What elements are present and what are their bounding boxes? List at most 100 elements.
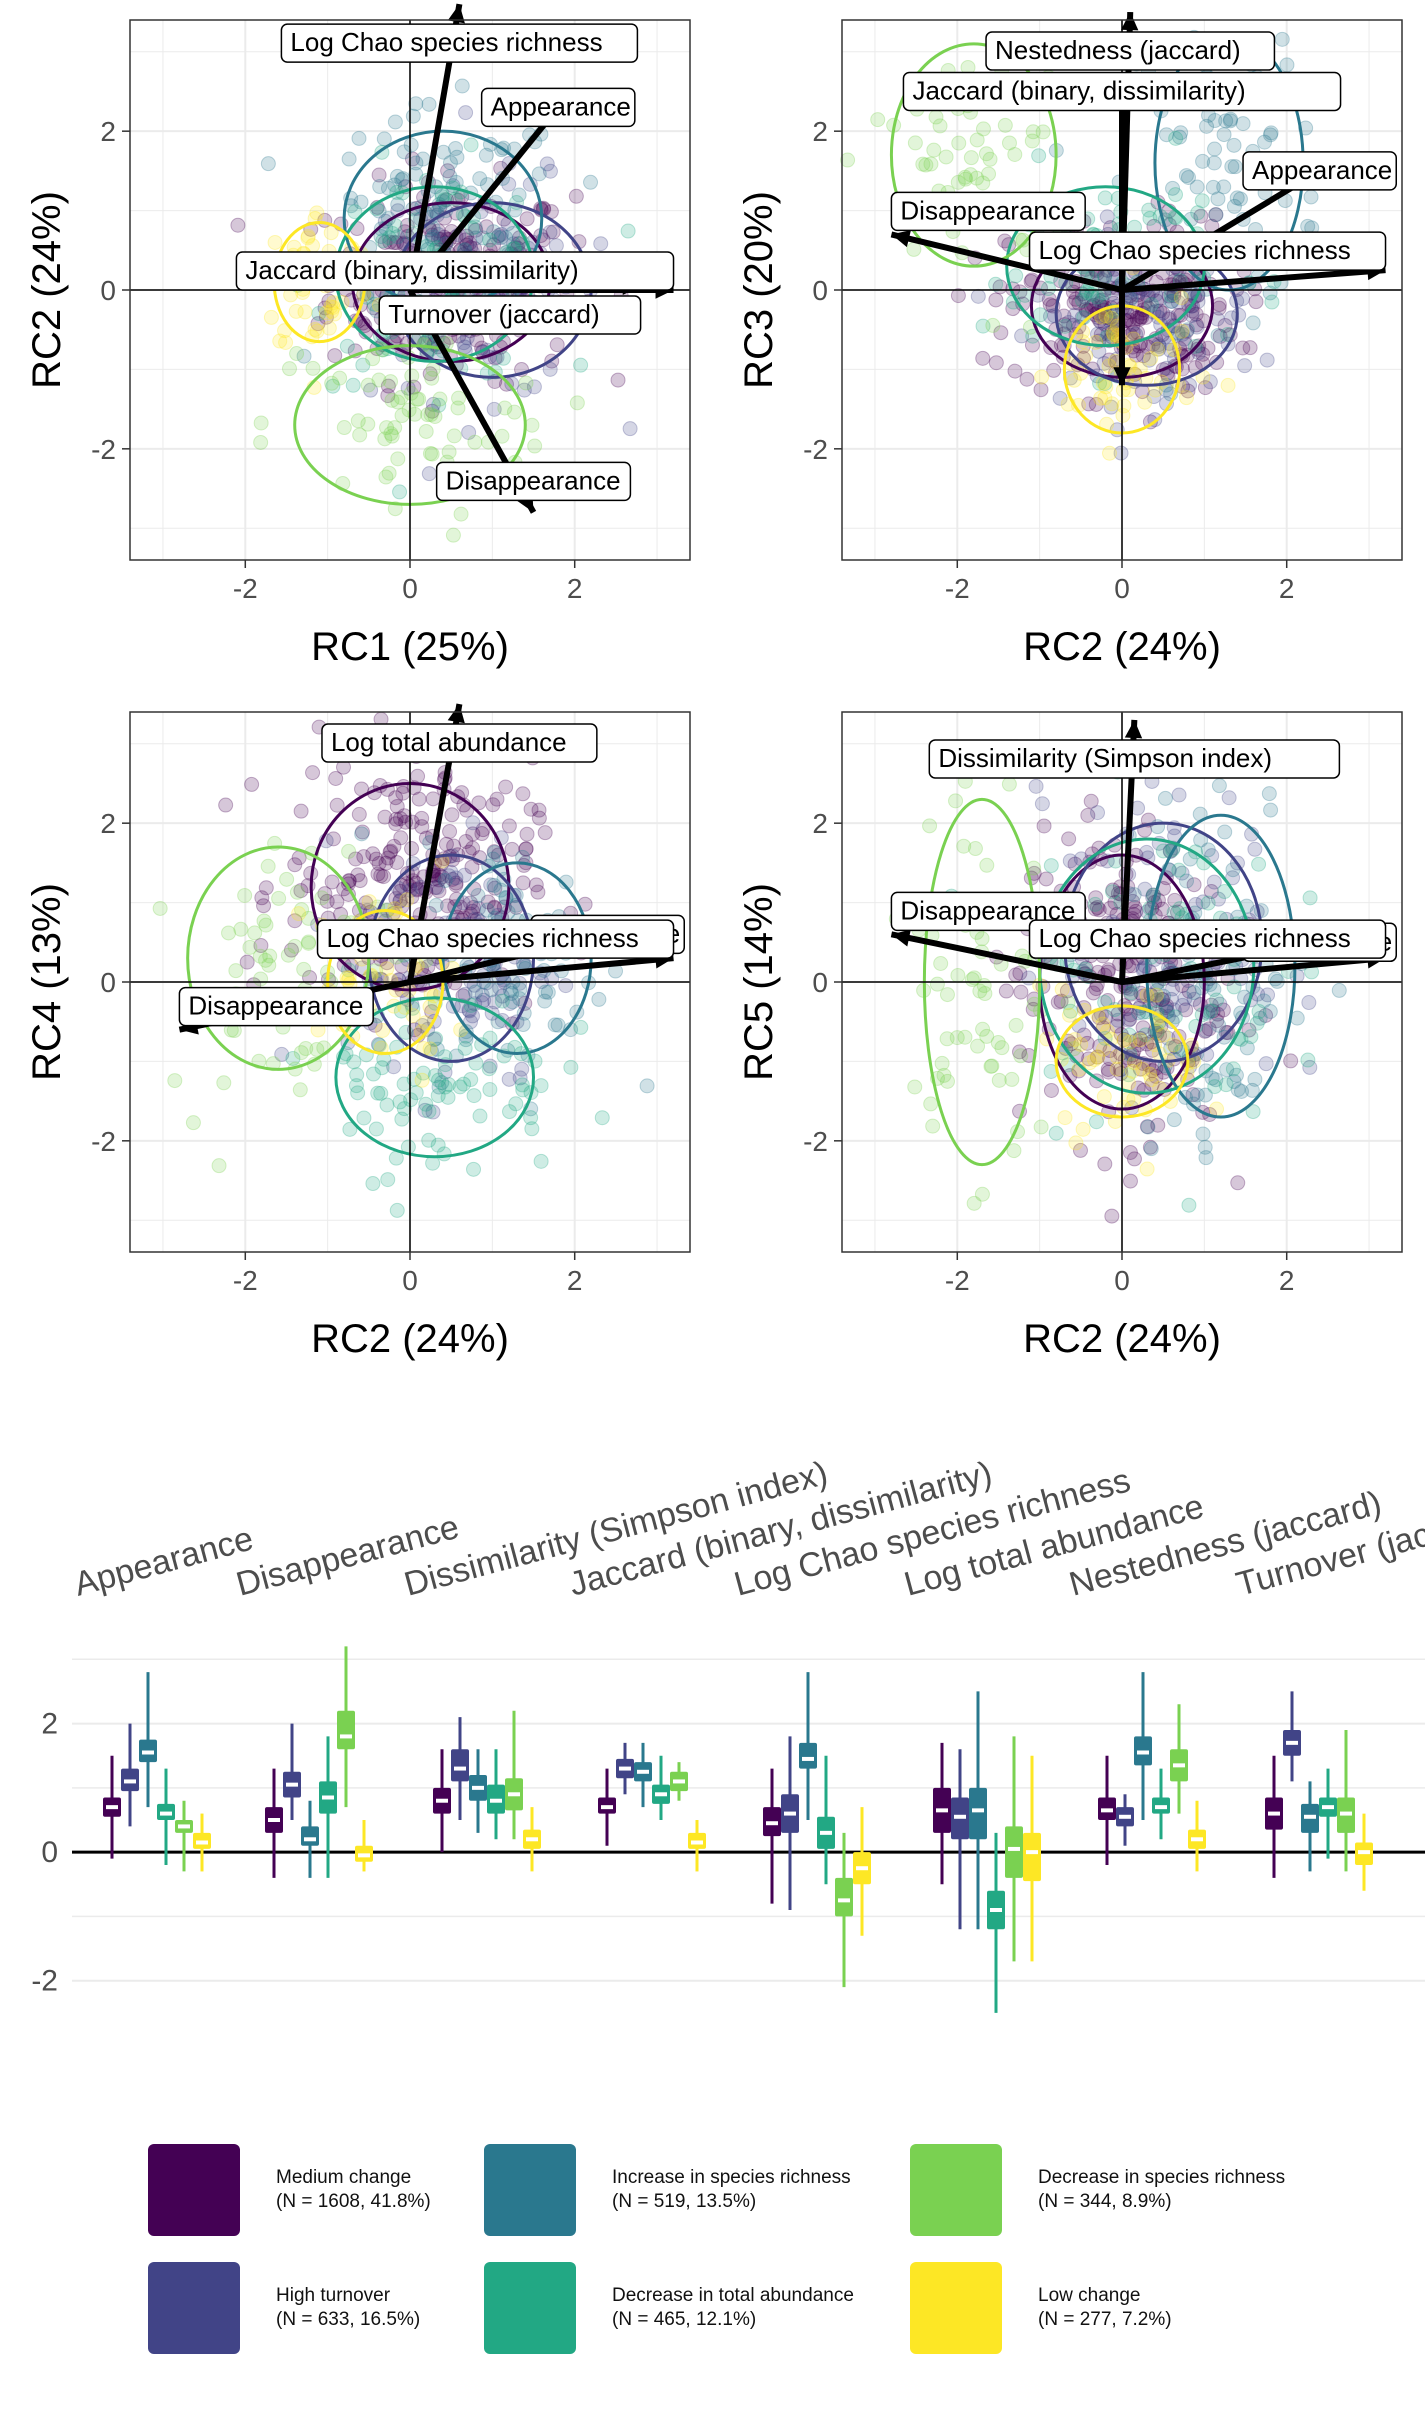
data-point xyxy=(386,235,402,251)
data-point xyxy=(458,232,474,248)
data-point xyxy=(591,991,607,1007)
data-point xyxy=(933,955,949,971)
data-point xyxy=(404,151,420,167)
data-point xyxy=(975,350,991,366)
data-point xyxy=(450,400,466,416)
data-point xyxy=(1155,305,1171,321)
data-point xyxy=(1088,1114,1104,1130)
data-point xyxy=(287,857,303,873)
data-point xyxy=(318,305,334,321)
x-tick-label: -2 xyxy=(233,573,258,604)
arrow-label: Disappearance xyxy=(890,191,1086,232)
data-point xyxy=(1132,311,1148,327)
data-point xyxy=(1104,324,1120,340)
data-point xyxy=(1124,1063,1140,1079)
data-point xyxy=(1088,981,1104,997)
data-point xyxy=(424,446,440,462)
data-point xyxy=(1283,1053,1299,1069)
data-point xyxy=(393,390,409,406)
data-point xyxy=(256,913,272,929)
data-point xyxy=(1102,314,1118,330)
data-point xyxy=(384,392,400,408)
boxplot-panel: -202AppearanceDisappearanceDissimilarity… xyxy=(31,1454,1425,2013)
data-point xyxy=(448,140,464,156)
data-point xyxy=(446,428,462,444)
arrow-label: Disappearance xyxy=(178,986,374,1027)
y-tick-label: -2 xyxy=(803,434,828,465)
data-point xyxy=(1043,1082,1059,1098)
data-point xyxy=(314,890,330,906)
x-tick-label: 2 xyxy=(1279,1265,1295,1296)
data-point xyxy=(221,925,237,941)
data-point xyxy=(442,168,458,184)
data-point xyxy=(479,219,495,235)
x-tick-label: -2 xyxy=(945,1265,970,1296)
data-point xyxy=(271,890,287,906)
data-point xyxy=(1150,309,1166,325)
data-point xyxy=(963,167,979,183)
data-point xyxy=(421,1103,437,1119)
data-point xyxy=(1198,975,1214,991)
data-point xyxy=(505,226,521,242)
data-point xyxy=(1207,141,1223,157)
data-point xyxy=(425,791,441,807)
data-point xyxy=(1217,824,1233,840)
data-point xyxy=(991,1072,1007,1088)
label-text: Log Chao species richness xyxy=(290,27,602,57)
data-point xyxy=(389,168,405,184)
data-point xyxy=(466,1161,482,1177)
data-point xyxy=(383,374,399,390)
y-tick-label: -2 xyxy=(803,1126,828,1157)
data-point xyxy=(527,438,543,454)
data-point xyxy=(1190,205,1206,221)
data-point xyxy=(399,892,415,908)
data-point xyxy=(974,931,990,947)
data-point xyxy=(1034,369,1050,385)
data-point xyxy=(970,1038,986,1054)
data-point xyxy=(1195,153,1211,169)
data-point xyxy=(278,335,294,351)
data-point xyxy=(1067,307,1083,323)
data-point xyxy=(1099,209,1115,225)
data-point xyxy=(185,1115,201,1131)
data-point xyxy=(1075,1121,1091,1137)
label-text: Turnover (jaccard) xyxy=(388,299,599,329)
data-point xyxy=(1066,295,1082,311)
data-point xyxy=(470,888,486,904)
data-point xyxy=(394,408,410,424)
data-point xyxy=(424,370,440,386)
data-point xyxy=(449,149,465,165)
data-point xyxy=(421,1132,437,1148)
data-point xyxy=(288,303,304,319)
data-point xyxy=(329,894,345,910)
data-point xyxy=(1024,133,1040,149)
data-point xyxy=(368,1121,384,1137)
data-point xyxy=(1005,301,1021,317)
data-point xyxy=(494,993,510,1009)
data-point xyxy=(984,1058,1000,1074)
y-tick-label: 0 xyxy=(100,275,116,306)
y-axis-label: RC4 (13%) xyxy=(25,883,69,1081)
data-point xyxy=(167,1073,183,1089)
data-point xyxy=(211,1158,227,1174)
data-point xyxy=(464,220,480,236)
data-point xyxy=(454,78,470,94)
data-point xyxy=(568,188,584,204)
data-point xyxy=(506,404,522,420)
data-point xyxy=(526,379,542,395)
data-point xyxy=(411,791,427,807)
data-point xyxy=(410,768,426,784)
data-point xyxy=(1200,842,1216,858)
data-point xyxy=(324,303,340,319)
scatter-panel-4: Dissimilarity (Simpson index)AppearanceD… xyxy=(737,711,1403,1361)
data-point xyxy=(349,1067,365,1083)
data-point xyxy=(430,231,446,247)
data-point xyxy=(396,144,412,160)
data-point xyxy=(1007,363,1023,379)
x-tick-label: -2 xyxy=(233,1265,258,1296)
x-axis-label: RC1 (25%) xyxy=(311,625,509,669)
data-point xyxy=(318,309,334,325)
data-point xyxy=(253,415,269,431)
data-point xyxy=(377,431,393,447)
data-point xyxy=(1097,190,1113,206)
